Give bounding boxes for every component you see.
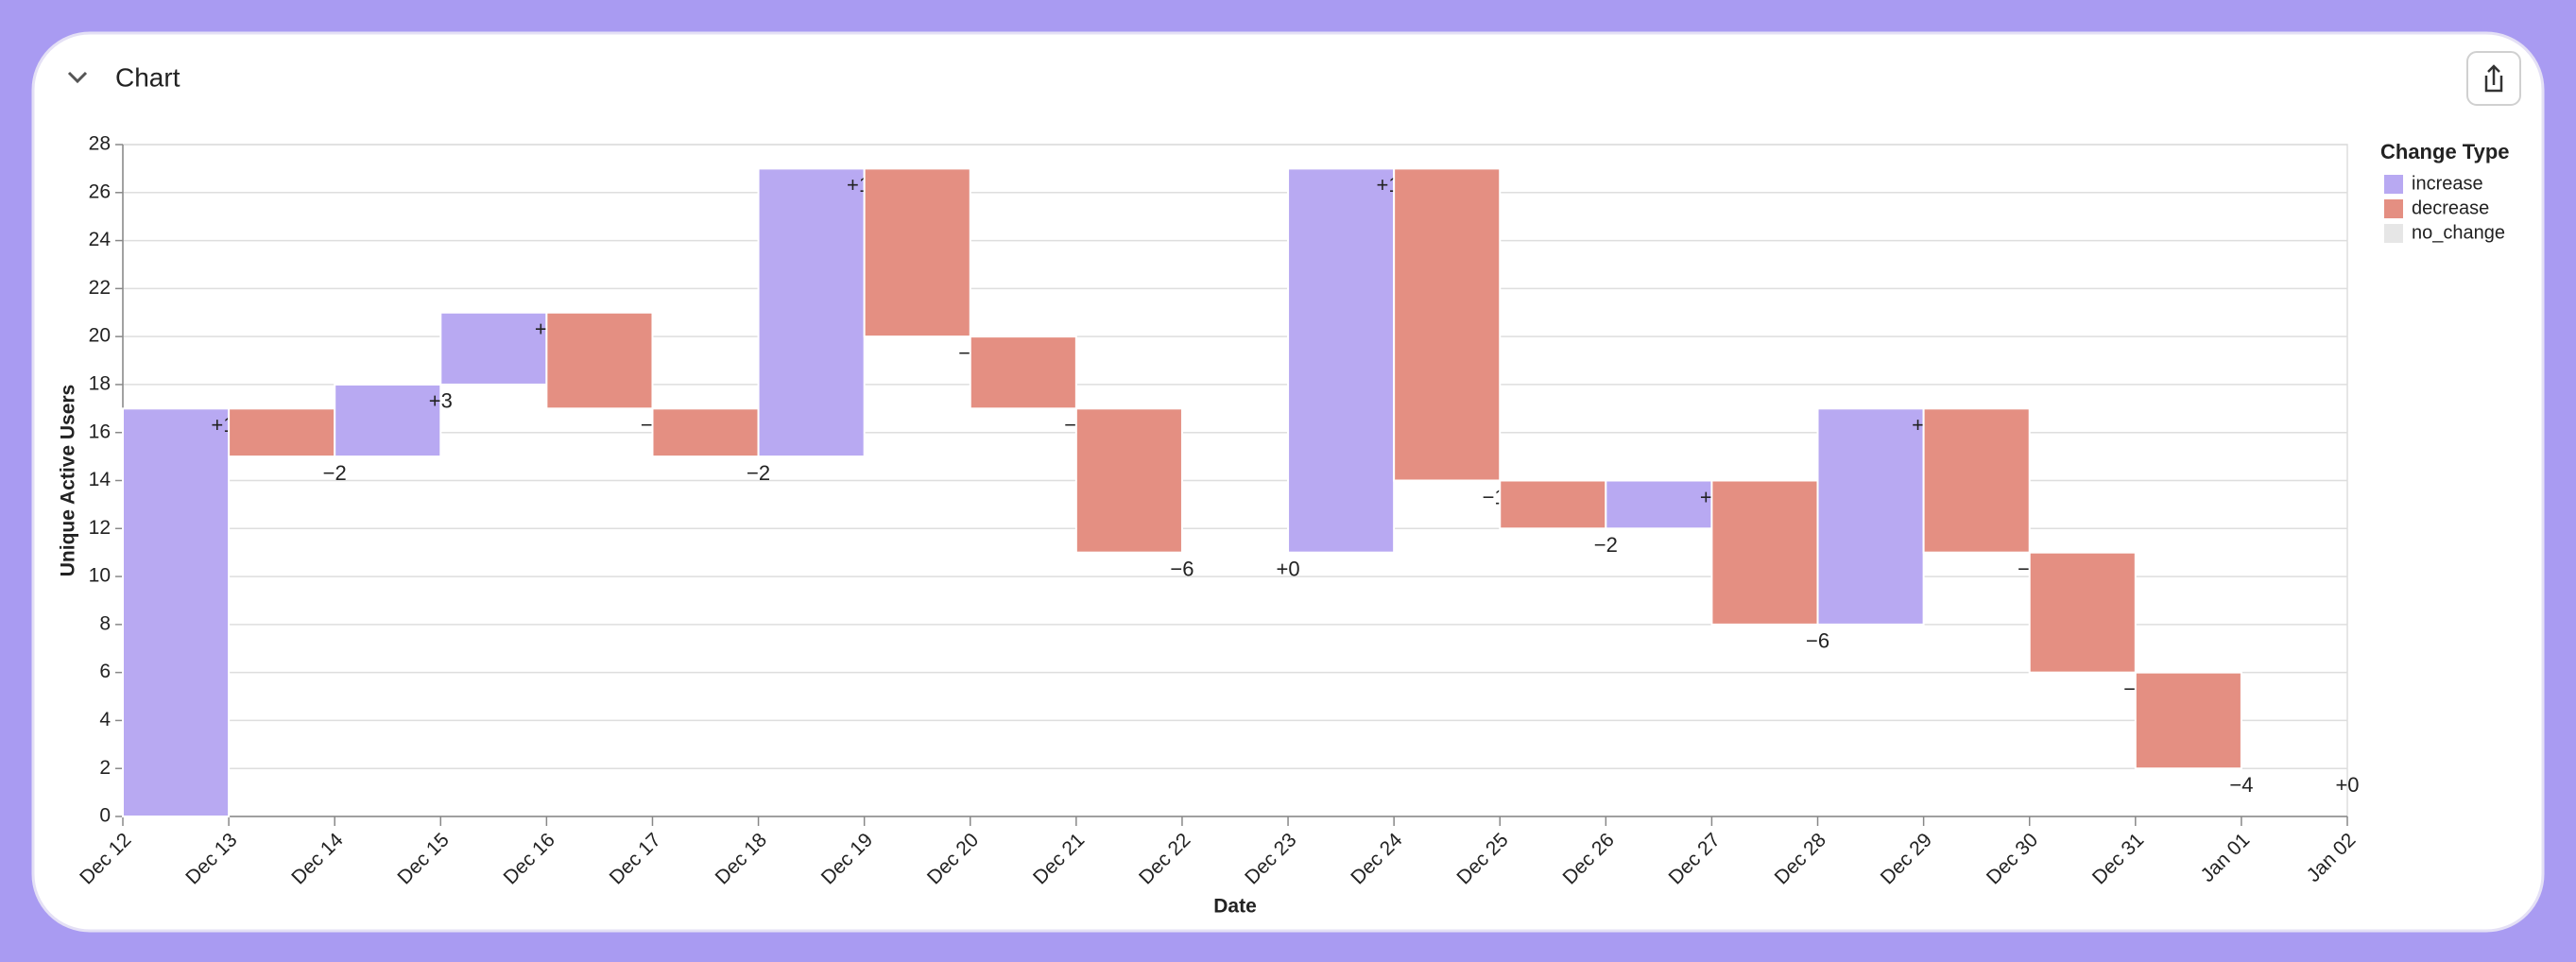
x-axis-title: Date: [1213, 896, 1257, 918]
bar: [757, 167, 866, 458]
bar: [1393, 167, 1502, 482]
bar: [1710, 479, 1819, 626]
share-button[interactable]: [2466, 51, 2521, 106]
y-tick-label: 0: [99, 805, 111, 827]
bar: [651, 407, 760, 458]
bar: [1816, 407, 1925, 626]
y-tick-label: 2: [99, 757, 111, 779]
y-tick-label: 20: [89, 325, 111, 347]
legend-swatch: [2384, 199, 2403, 218]
legend-label: increase: [2412, 173, 2483, 194]
collapse-chevron[interactable]: [67, 71, 88, 84]
legend-title: Change Type: [2380, 140, 2510, 163]
bar: [1499, 479, 1607, 530]
y-tick-label: 12: [89, 517, 111, 539]
bar-label: −6: [1170, 557, 1194, 580]
legend-label: decrease: [2412, 198, 2489, 218]
bar: [545, 311, 654, 410]
share-icon: [2484, 64, 2503, 93]
bar: [2028, 551, 2137, 674]
bar-label: −2: [747, 461, 770, 485]
bar: [863, 167, 971, 338]
y-tick-label: 6: [99, 661, 111, 682]
y-axis-title: Unique Active Users: [58, 385, 79, 576]
y-tick-label: 8: [99, 612, 111, 634]
bar-label: +0: [1277, 557, 1300, 580]
bar-label: −2: [323, 461, 347, 485]
bar: [1074, 407, 1183, 554]
y-tick-label: 18: [89, 372, 111, 394]
y-tick-label: 22: [89, 277, 111, 299]
y-tick-label: 4: [99, 709, 111, 730]
y-tick-label: 24: [89, 229, 112, 250]
bar: [122, 407, 231, 817]
legend-label: no_change: [2412, 222, 2505, 243]
y-tick-label: 16: [89, 421, 111, 442]
bar-label: +0: [2335, 773, 2359, 797]
legend-swatch: [2384, 175, 2403, 194]
bar: [1287, 167, 1396, 554]
y-tick-label: 28: [89, 133, 111, 155]
y-tick-label: 26: [89, 180, 111, 202]
bar-label: −4: [2229, 773, 2253, 797]
bar-label: +3: [429, 389, 453, 413]
bar-label: −6: [1806, 629, 1829, 653]
bar: [1605, 479, 1713, 530]
bar: [969, 335, 1077, 410]
bar: [2134, 671, 2242, 770]
bar: [439, 311, 548, 386]
y-tick-label: 14: [89, 469, 112, 490]
y-tick-label: 10: [89, 565, 111, 587]
legend-swatch: [2384, 224, 2403, 243]
panel-title: Chart: [115, 62, 180, 92]
bar: [228, 407, 336, 458]
bar-label: −2: [1594, 533, 1618, 557]
bar: [1922, 407, 2031, 554]
bar: [334, 383, 442, 458]
